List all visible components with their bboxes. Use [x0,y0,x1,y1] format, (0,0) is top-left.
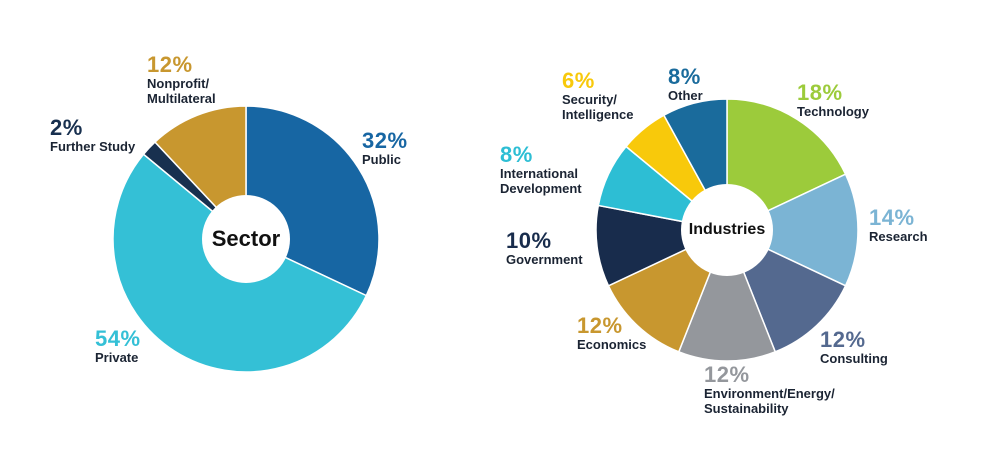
industry-pct-technology: 18% [797,80,843,105]
industries-center-title: Industries [688,221,766,238]
sector-label-public: 32% Public [362,128,408,168]
industry-donut-hole [681,184,773,276]
sector-pct-nonprofit: 12% [147,52,193,77]
industry-label-research: 14% Research [869,205,928,245]
industry-pct-other: 8% [668,64,701,89]
industry-name-economics: Economics [577,337,647,353]
sector-name-further-study: Further Study [50,139,136,155]
industry-pct-security: 6% [562,68,595,93]
sector-pct-private: 54% [95,326,141,351]
industry-label-security: 6% Security/ Intelligence [562,68,634,123]
industry-slice-research [725,173,859,287]
industry-label-environment: 12% Environment/Energy/ Sustainability [704,362,835,417]
sector-pct-further-study: 2% [50,115,83,140]
industry-name-intl-development: International Development [500,166,582,197]
sector-pct-public: 32% [362,128,408,153]
sector-name-nonprofit: Nonprofit/ Multilateral [147,76,216,107]
industry-label-government: 10% Government [506,228,583,268]
sector-donut-hole [202,195,290,283]
sector-label-nonprofit: 12% Nonprofit/ Multilateral [147,52,216,107]
sector-label-private: 54% Private [95,326,141,366]
industry-pct-consulting: 12% [820,327,866,352]
industry-name-environment: Environment/Energy/ Sustainability [704,386,835,417]
sector-name-public: Public [362,152,402,168]
industry-label-technology: 18% Technology [797,80,869,120]
industry-pct-environment: 12% [704,362,750,387]
industry-name-security: Security/ Intelligence [562,92,634,123]
industry-pct-government: 10% [506,228,552,253]
industry-label-intl-development: 8% International Development [500,142,582,197]
industry-label-economics: 12% Economics [577,313,646,353]
industry-label-other: 8% Other [668,64,703,104]
industry-name-other: Other [668,88,703,104]
industry-pct-research: 14% [869,205,915,230]
sector-label-further-study: 2% Further Study [50,115,135,155]
industry-name-research: Research [869,229,928,245]
sector-name-private: Private [95,350,139,366]
sector-center-title: Sector [211,226,281,251]
industry-name-consulting: Consulting [820,351,888,367]
industry-name-technology: Technology [797,104,869,120]
industry-pct-intl-development: 8% [500,142,533,167]
industry-label-consulting: 12% Consulting [820,327,888,367]
industry-pct-economics: 12% [577,313,623,338]
industry-name-government: Government [506,252,583,268]
industry-slice-environment-energy-sustainability [677,227,777,362]
